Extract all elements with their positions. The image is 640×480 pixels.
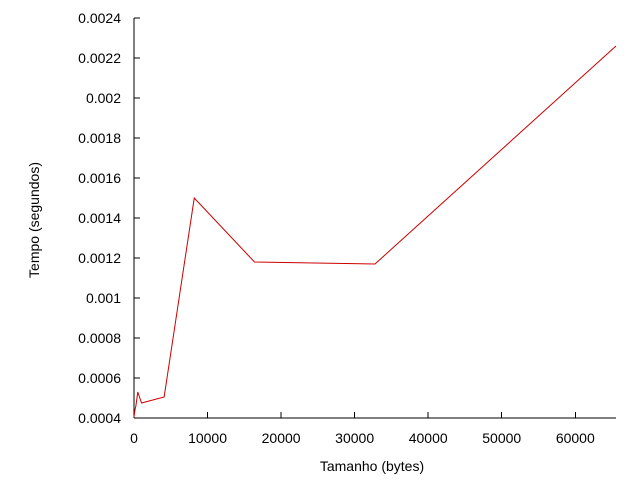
x-tick-label: 60000 <box>556 430 595 446</box>
x-tick-label: 20000 <box>262 430 301 446</box>
y-tick-label: 0.0006 <box>78 370 121 386</box>
y-tick-label: 0.0018 <box>78 130 121 146</box>
y-tick-label: 0.001 <box>86 290 121 306</box>
x-tick-label: 10000 <box>188 430 227 446</box>
series-line <box>133 45 617 418</box>
x-tick-label: 50000 <box>482 430 521 446</box>
y-axis-label: Tempo (segundos) <box>26 162 42 278</box>
y-tick-label: 0.002 <box>86 90 121 106</box>
x-tick-label: 0 <box>130 430 138 446</box>
x-axis-ticks: 0 10000 20000 30000 40000 50000 60000 <box>130 412 595 446</box>
axes <box>133 18 616 419</box>
y-tick-label: 0.0008 <box>78 330 121 346</box>
y-tick-label: 0.0004 <box>78 410 121 426</box>
y-tick-label: 0.0024 <box>78 10 121 26</box>
y-tick-label: 0.0014 <box>78 210 121 226</box>
y-tick-label: 0.0022 <box>78 50 121 66</box>
x-tick-label: 30000 <box>335 430 374 446</box>
y-tick-label: 0.0012 <box>78 250 121 266</box>
y-tick-label: 0.0016 <box>78 170 121 186</box>
x-tick-label: 40000 <box>409 430 448 446</box>
x-axis-label: Tamanho (bytes) <box>320 458 424 474</box>
y-axis-ticks: 0.0004 0.0006 0.0008 0.001 0.0012 0.0014 0.001… <box>78 10 140 426</box>
series-layer <box>133 45 617 418</box>
